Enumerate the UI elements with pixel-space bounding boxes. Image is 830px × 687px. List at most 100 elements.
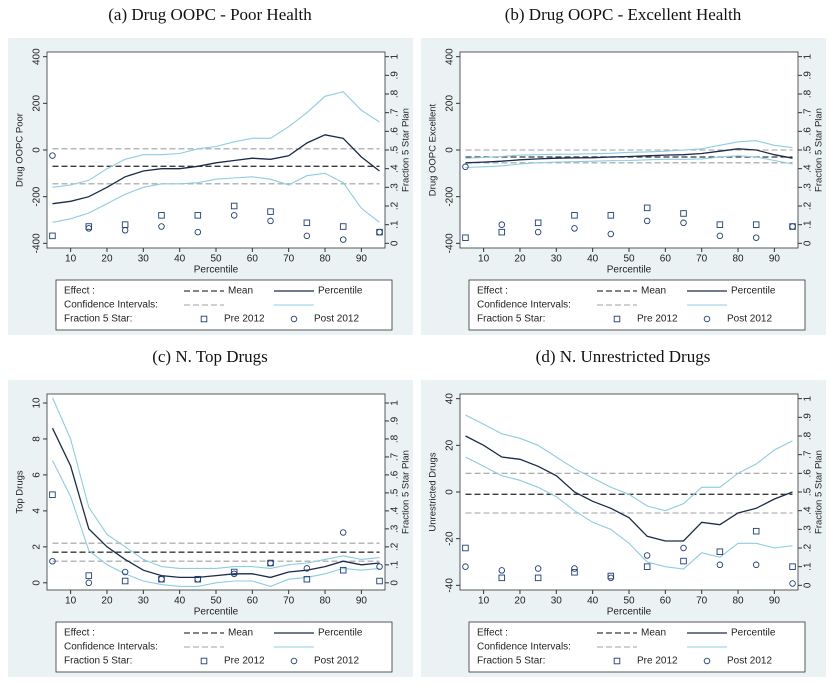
panel-caption: (d) N. Unrestricted Drugs bbox=[536, 347, 711, 366]
legend-heading: Effect : bbox=[64, 286, 95, 297]
legend-heading: Confidence Intervals: bbox=[477, 300, 571, 311]
y2-tick-label: .6 bbox=[390, 470, 401, 479]
legend-label: Percentile bbox=[731, 628, 776, 639]
marker-circle bbox=[85, 225, 93, 232]
marker-square bbox=[462, 544, 469, 552]
legend-heading: Confidence Intervals: bbox=[477, 642, 571, 653]
marker-circle bbox=[339, 236, 347, 243]
marker-circle bbox=[230, 212, 238, 219]
y-tick-label: -400 bbox=[445, 233, 456, 253]
y2-tick-label: .5 bbox=[390, 145, 401, 154]
panel: (a) Drug OOPC - Poor Health-400-20002004… bbox=[8, 5, 413, 335]
marker-circle bbox=[607, 230, 615, 238]
legend-heading: Fraction 5 Star: bbox=[64, 656, 132, 667]
marker-circle bbox=[462, 163, 469, 171]
y2-tick-label: .2 bbox=[803, 201, 814, 210]
x-tick-label: 80 bbox=[732, 596, 744, 607]
x-tick-label: 70 bbox=[696, 596, 708, 607]
x-tick-label: 60 bbox=[247, 254, 259, 265]
y2-tick-label: .7 bbox=[803, 108, 814, 117]
y2-tick-label: 1 bbox=[803, 395, 814, 401]
marker-circle bbox=[121, 227, 129, 234]
marker-circle bbox=[680, 544, 687, 552]
y-tick-label: -20 bbox=[445, 531, 456, 546]
marker-square bbox=[267, 208, 274, 215]
legend-heading: Confidence Intervals: bbox=[64, 300, 158, 311]
y-tick-label: 2 bbox=[32, 544, 43, 550]
y-tick-label: 6 bbox=[32, 472, 43, 478]
y-tick-label: 400 bbox=[445, 48, 456, 65]
legend-heading: Fraction 5 Star: bbox=[477, 314, 545, 325]
x-tick-label: 30 bbox=[551, 254, 563, 265]
y2-tick-label: .5 bbox=[803, 145, 814, 154]
legend-label: Percentile bbox=[318, 286, 363, 297]
line bbox=[465, 435, 793, 542]
marker-circle bbox=[498, 567, 506, 574]
y2-tick-label: .1 bbox=[803, 220, 814, 229]
marker-circle bbox=[85, 579, 93, 587]
x-tick-label: 80 bbox=[319, 596, 331, 607]
marker-square bbox=[376, 577, 383, 585]
y-axis-label: Unrestricted Drugs bbox=[428, 452, 439, 531]
y-tick-label: 400 bbox=[32, 48, 43, 65]
marker-square bbox=[200, 657, 208, 665]
marker-square bbox=[613, 657, 621, 665]
y2-tick-label: .9 bbox=[803, 71, 814, 80]
x-tick-label: 20 bbox=[101, 254, 113, 265]
legend-label: Percentile bbox=[318, 628, 363, 639]
x-tick-label: 60 bbox=[660, 254, 672, 265]
legend-heading: Effect : bbox=[64, 628, 95, 639]
line bbox=[52, 134, 380, 205]
marker-square bbox=[339, 566, 347, 574]
x-tick-label: 10 bbox=[65, 254, 77, 265]
y2-tick-label: .8 bbox=[803, 431, 814, 440]
x-tick-label: 90 bbox=[769, 254, 781, 265]
y-tick-label: -400 bbox=[32, 233, 43, 253]
marker-square bbox=[534, 219, 542, 227]
ci-line bbox=[465, 155, 793, 169]
marker-square bbox=[303, 575, 311, 583]
plot-area bbox=[459, 393, 799, 591]
marker-circle bbox=[49, 557, 56, 565]
marker-circle bbox=[462, 563, 469, 570]
marker-square bbox=[230, 202, 238, 210]
marker-square bbox=[303, 219, 311, 227]
y-axis-label: Drug OOPC Poor bbox=[15, 113, 26, 187]
x-tick-label: 70 bbox=[283, 596, 295, 607]
y2-tick-label: .4 bbox=[390, 164, 401, 173]
y2-tick-label: .8 bbox=[390, 89, 401, 98]
y2-tick-label: .9 bbox=[390, 416, 401, 425]
marker-square bbox=[716, 221, 724, 228]
x-tick-label: 10 bbox=[478, 596, 490, 607]
y2-tick-label: .3 bbox=[803, 525, 814, 534]
panel-caption: (c) N. Top Drugs bbox=[152, 347, 268, 366]
marker-circle bbox=[752, 234, 760, 241]
marker-square bbox=[680, 557, 687, 565]
x-tick-label: 80 bbox=[732, 254, 744, 265]
plot-area bbox=[46, 51, 386, 249]
marker-circle bbox=[267, 559, 274, 567]
y2-tick-label: 1 bbox=[803, 53, 814, 59]
legend-heading: Effect : bbox=[477, 286, 508, 297]
y2-tick-label: .1 bbox=[390, 560, 401, 569]
legend-label: Post 2012 bbox=[314, 656, 359, 667]
marker-circle bbox=[789, 223, 796, 230]
legend-label: Mean bbox=[641, 286, 666, 297]
marker-circle bbox=[267, 217, 274, 225]
marker-circle bbox=[49, 152, 56, 159]
x-tick-label: 90 bbox=[356, 596, 368, 607]
y2-tick-label: .5 bbox=[803, 487, 814, 496]
marker-square bbox=[571, 569, 578, 576]
y2-axis-label: Fraction 5 Star Plan bbox=[814, 108, 825, 192]
y2-tick-label: .4 bbox=[390, 506, 401, 515]
x-tick-label: 30 bbox=[551, 596, 563, 607]
marker-square bbox=[200, 315, 208, 323]
legend-heading: Fraction 5 Star: bbox=[64, 314, 132, 325]
marker-circle bbox=[290, 315, 298, 323]
x-tick-label: 30 bbox=[138, 596, 150, 607]
marker-square bbox=[498, 228, 506, 236]
marker-square bbox=[752, 527, 760, 535]
marker-square bbox=[643, 204, 651, 212]
y2-tick-label: .2 bbox=[803, 543, 814, 552]
ci-line bbox=[465, 456, 793, 570]
